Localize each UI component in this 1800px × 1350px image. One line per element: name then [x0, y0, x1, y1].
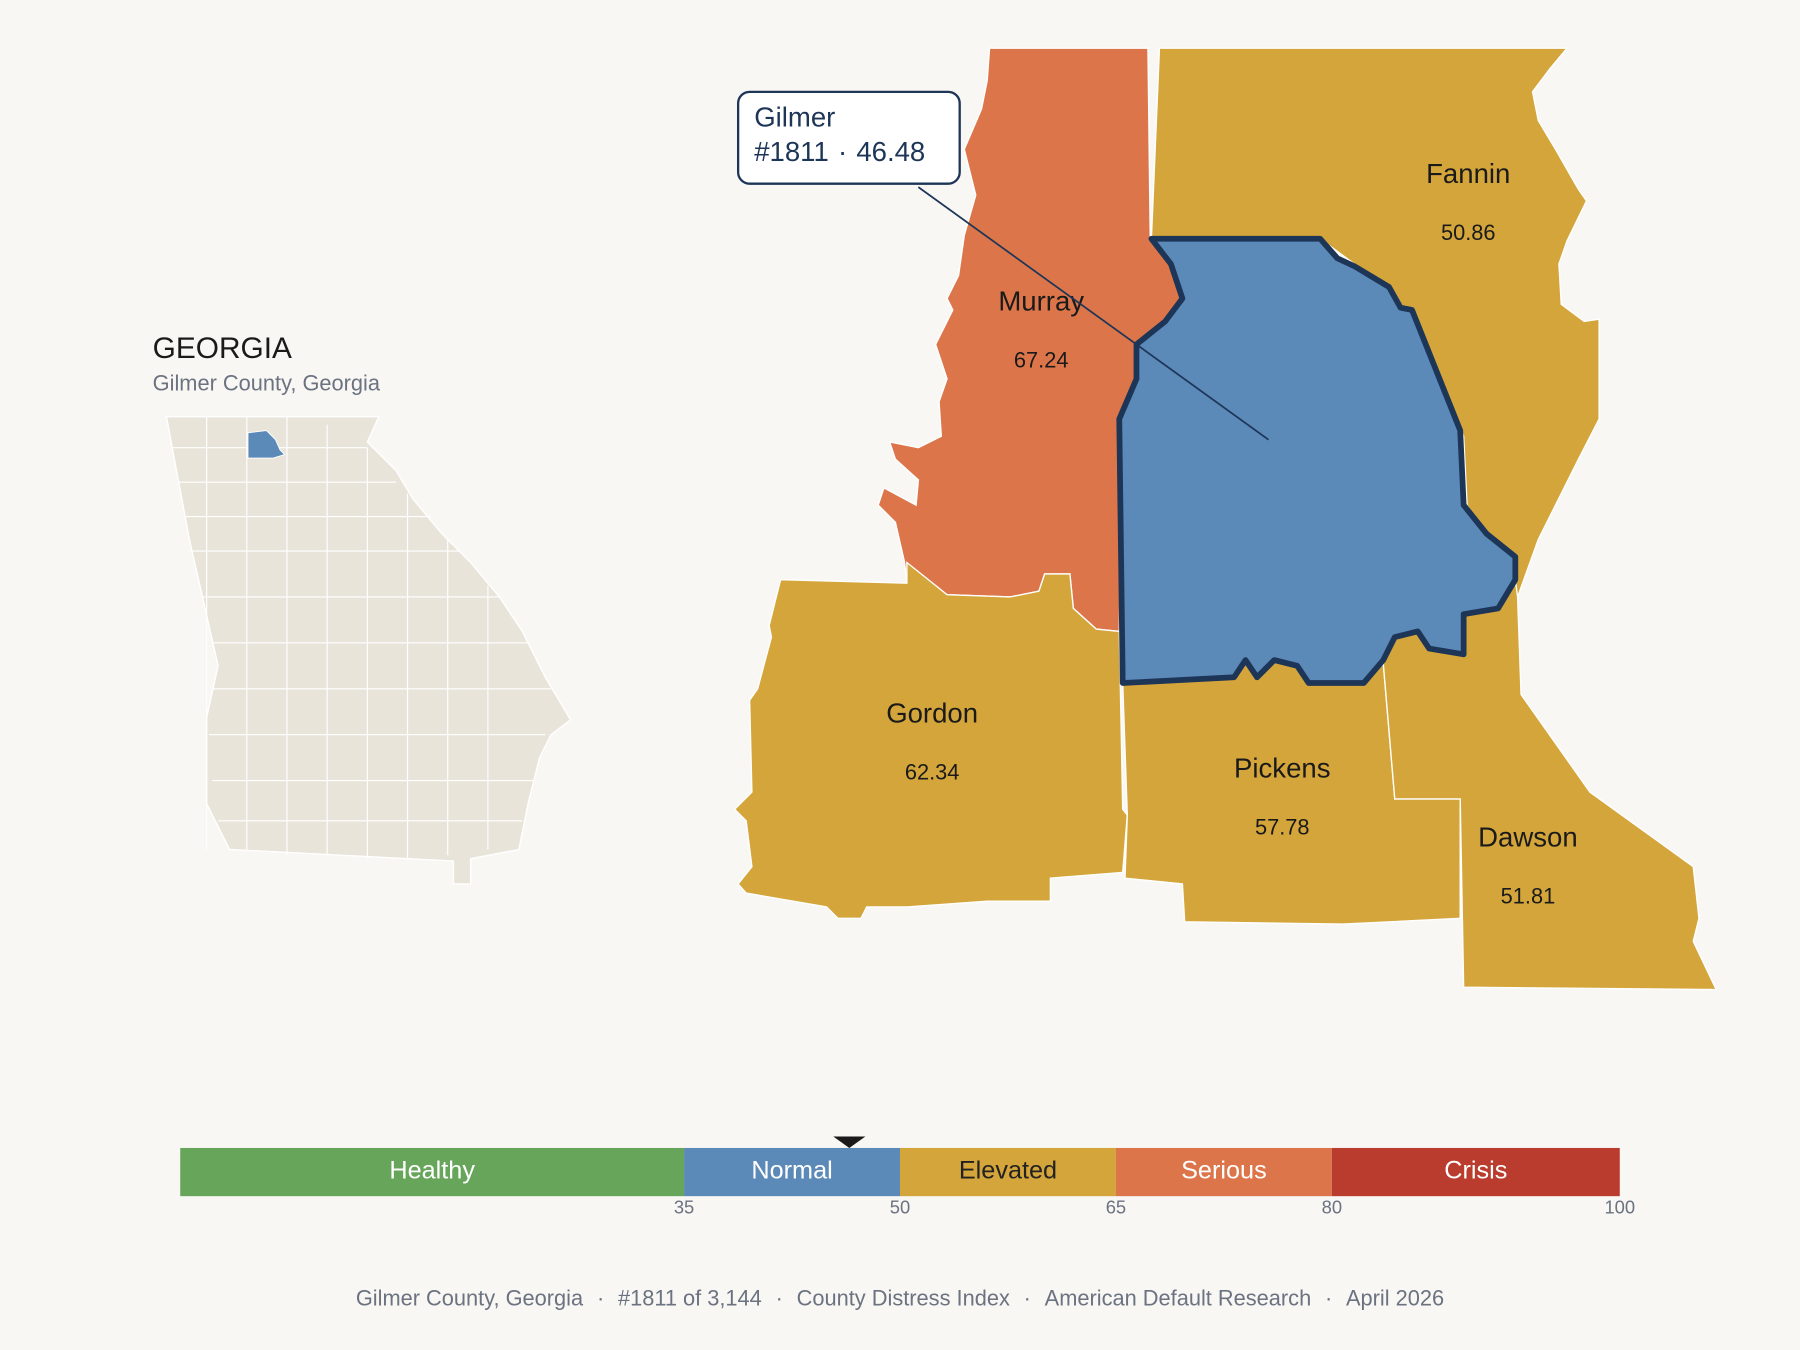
scale-marker: [833, 1136, 866, 1148]
scale-band: [1115, 1147, 1332, 1197]
scale-band-label: Serious: [1181, 1157, 1267, 1185]
county-name: Dawson: [1478, 821, 1578, 852]
county-name: Pickens: [1234, 753, 1330, 784]
tooltip: Gilmer #1811 · 46.48: [736, 90, 961, 185]
footer-separator: ·: [597, 1285, 604, 1310]
scale-band-label: Normal: [751, 1157, 832, 1185]
scale-band-label: Elevated: [959, 1157, 1057, 1185]
footer-item: #1811 of 3,144: [618, 1285, 762, 1310]
footer-separator: ·: [1325, 1285, 1332, 1310]
scale-tick-label: 80: [1322, 1197, 1342, 1218]
county-map: [733, 47, 1718, 991]
tooltip-separator: ·: [838, 136, 847, 167]
county-name: Gordon: [886, 697, 978, 728]
scale-band: [180, 1147, 685, 1197]
tooltip-rank: #1811: [754, 136, 829, 167]
state-title: GEORGIA: [153, 332, 292, 365]
scale-bar: Healthy Normal Elevated Serious Crisis 35 50 65…: [180, 1136, 1635, 1218]
footer-item: April 2026: [1346, 1285, 1444, 1310]
footer-item: American Default Research: [1045, 1285, 1312, 1310]
county-value: 51.81: [1501, 883, 1556, 908]
scale-tick-label: 65: [1106, 1197, 1126, 1218]
footer-separator: ·: [776, 1285, 783, 1310]
scale-band-label: Healthy: [389, 1157, 475, 1185]
scale-tick-label: 35: [674, 1197, 694, 1218]
inset-selected-county: [247, 430, 286, 459]
county-value: 50.86: [1441, 220, 1496, 245]
tooltip-leader: [917, 186, 1269, 441]
scale-tick-label: 100: [1604, 1197, 1635, 1218]
county-shape: [733, 561, 1129, 920]
county-name: Fannin: [1426, 158, 1510, 189]
footer-separator: ·: [1024, 1285, 1031, 1310]
scale-band-label: Crisis: [1444, 1157, 1507, 1185]
footer-item: County Distress Index: [797, 1285, 1010, 1310]
scale-band: [900, 1147, 1116, 1197]
selected-county-shape: [1116, 235, 1519, 686]
scale-band: [1331, 1147, 1620, 1197]
scale-band: [684, 1147, 900, 1197]
county-name: Murray: [998, 285, 1084, 316]
tooltip-name: Gilmer: [754, 102, 835, 133]
tooltip-value: 46.48: [856, 136, 925, 167]
footer-item: Gilmer County, Georgia: [356, 1285, 584, 1310]
county-value: 62.34: [905, 759, 960, 784]
footer: Gilmer County, Georgia · #1811 of 3,144 · Co…: [356, 1285, 1444, 1310]
county-labels: Murray 67.24 Fannin 50.86 Gordon 62.34 Pickens…: [886, 158, 1578, 909]
county-value: 57.78: [1255, 815, 1310, 840]
state-inset: [165, 416, 572, 885]
tooltip-detail: #1811 · 46.48: [754, 136, 925, 167]
scale-tick-label: 50: [890, 1197, 910, 1218]
county-value: 67.24: [1014, 347, 1069, 372]
state-subtitle: Gilmer County, Georgia: [153, 370, 381, 395]
tooltip-box: [736, 90, 961, 185]
